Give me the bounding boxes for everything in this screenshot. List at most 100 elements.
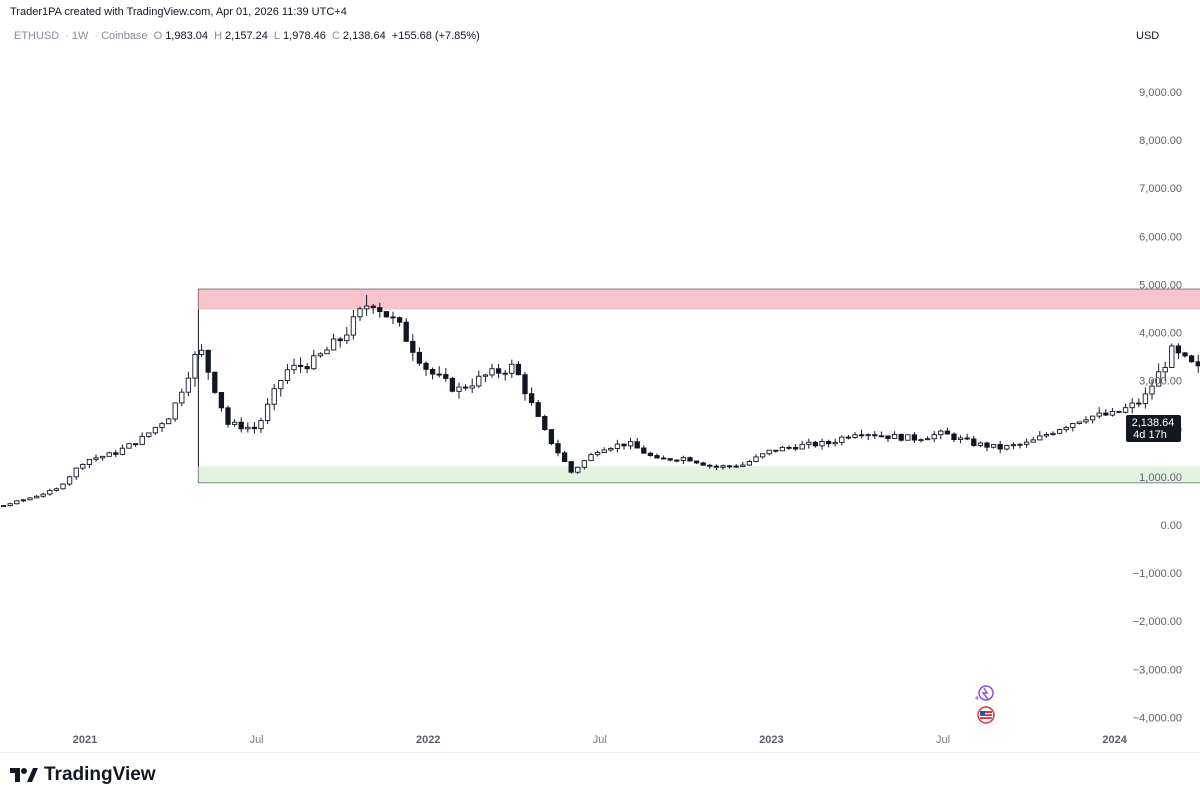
time-tick-label: Jul (593, 734, 607, 746)
candle-body (614, 443, 621, 449)
price-tick-label: −2,000.00 (1133, 616, 1182, 628)
candle-body (1076, 421, 1083, 424)
candle-body (575, 466, 581, 473)
candle-body (654, 455, 660, 459)
price-tick-label: 3,000.00 (1139, 376, 1182, 388)
candle-body (324, 349, 330, 355)
currency-label[interactable]: USD (1136, 30, 1160, 42)
candle-body (119, 447, 126, 455)
candle-body (53, 488, 60, 491)
candle-body (931, 434, 937, 440)
candle-body (27, 497, 33, 501)
price-tag-countdown: 4d 17h (1133, 429, 1167, 441)
price-tick-label: −4,000.00 (1133, 712, 1182, 724)
us-flag-icon[interactable] (977, 706, 995, 724)
candle-body (832, 441, 838, 445)
price-tick-label: 6,000.00 (1139, 231, 1182, 243)
symbol-name[interactable]: ETHUSD (14, 30, 60, 42)
candle-body (264, 403, 271, 421)
candle-body (1182, 352, 1188, 357)
candle-body (1142, 393, 1149, 404)
open-label: O (153, 30, 163, 42)
tradingview-logo[interactable]: TradingView (10, 764, 156, 786)
candle-body (535, 402, 541, 417)
candle-body (812, 441, 819, 447)
candle-body (383, 311, 390, 318)
candle-body (938, 430, 944, 436)
candle-body (1129, 402, 1135, 409)
candle-body (627, 441, 634, 447)
candle-body (423, 362, 429, 370)
range-box[interactable] (197, 288, 1200, 484)
candle-body (977, 442, 984, 446)
candle-body (865, 434, 871, 437)
candle-body (1037, 435, 1043, 441)
candle-body (476, 375, 482, 387)
low-value: 1,978.46 (283, 30, 326, 42)
candle-body (462, 386, 469, 389)
candle-body (344, 334, 350, 342)
sparkle-icon[interactable] (975, 685, 994, 701)
candle-body (720, 465, 726, 468)
candle-body (258, 420, 264, 430)
candle-body (1004, 445, 1010, 450)
candle-body (1149, 385, 1155, 395)
candle-body (205, 349, 211, 373)
price-tick-label: 5,000.00 (1139, 279, 1182, 291)
candle-body (1175, 345, 1182, 354)
candle-body (1188, 355, 1195, 363)
close-value: 2,138.64 (342, 30, 386, 42)
candle-body (594, 452, 601, 456)
time-tick-label: 2021 (73, 734, 97, 746)
open-value: 1,983.04 (165, 30, 209, 42)
candle-body (357, 308, 363, 318)
candle-body (872, 434, 878, 437)
candle-body (363, 305, 370, 310)
candle-body (1136, 402, 1142, 405)
candle-body (568, 461, 574, 473)
time-tick-label: 2024 (1102, 734, 1127, 746)
separator-dot: · (94, 30, 99, 42)
candle-body (1070, 423, 1076, 428)
candle-body (634, 441, 640, 449)
candle-body (172, 402, 178, 420)
candle-body (1155, 371, 1162, 387)
candle-body (251, 426, 258, 430)
tradingview-logo-icon (10, 768, 38, 782)
candle-body (1122, 407, 1129, 413)
price-tag-bg (1126, 415, 1181, 442)
candle-body (1030, 439, 1036, 443)
interval-label[interactable]: 1W (71, 30, 89, 42)
candle-body (924, 438, 931, 441)
candle-body (852, 434, 858, 438)
candle-body (73, 467, 79, 478)
price-axis[interactable]: −4,000.00 −3,000.00 −2,000.00 −1,000.00 0.00… (1133, 87, 1182, 724)
price-tick-label: 7,000.00 (1139, 183, 1182, 195)
candle-body (1103, 412, 1109, 416)
time-tick-label: 2022 (416, 734, 440, 746)
candle-body (845, 436, 852, 439)
high-value: 2,157.24 (225, 30, 268, 42)
candle-body (997, 444, 1003, 450)
time-axis[interactable]: 2021Jul2022Jul2023Jul2024Jul2025Jul2026J… (73, 734, 1200, 746)
candle-body (1010, 444, 1017, 447)
candle-body (522, 374, 528, 395)
candle-body (726, 465, 733, 468)
candle-body (390, 316, 396, 319)
candle-body (1116, 410, 1122, 413)
candle-body (964, 437, 970, 440)
candle-body (641, 447, 647, 454)
candle-body (212, 371, 218, 393)
candle-body (297, 364, 304, 367)
candle-body (825, 441, 832, 445)
candle-body (436, 373, 442, 376)
candle-body (1063, 426, 1069, 431)
candle-body (891, 434, 898, 439)
support-zone[interactable] (198, 466, 1200, 483)
candle-body (858, 434, 865, 437)
resistance-zone[interactable] (198, 289, 1200, 310)
candle-body (449, 378, 456, 392)
candle-body (14, 500, 20, 505)
